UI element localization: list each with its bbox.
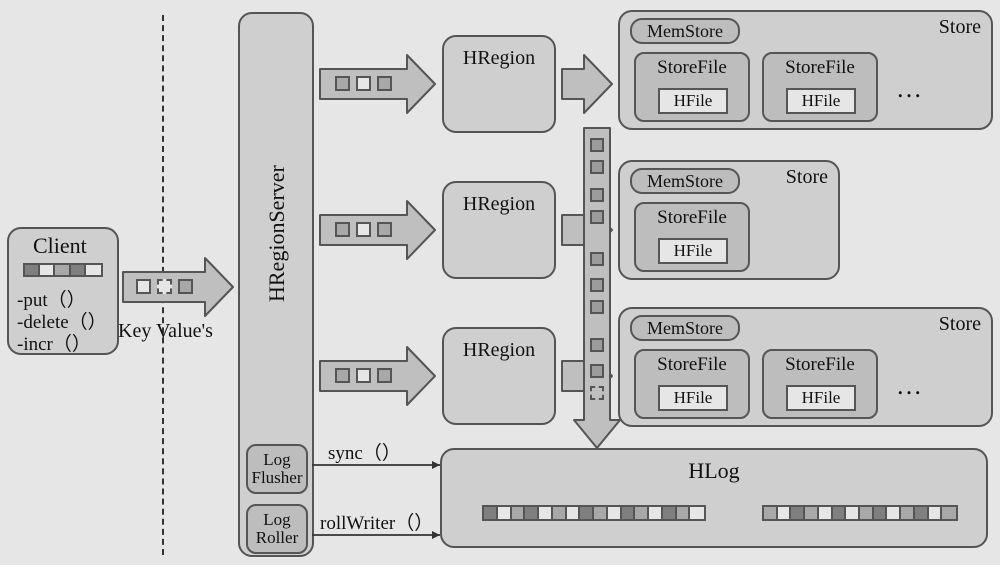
arrow-v-cell [590, 160, 604, 174]
client-box: Client -put（） -delete（） -incr（） [7, 227, 119, 355]
arrow-v-cell [590, 138, 604, 152]
storefile: StoreFile HFile [762, 52, 878, 122]
store-box-3: Store MemStore StoreFile HFile StoreFile HFil… [618, 307, 993, 427]
hregion-2-label: HRegion [444, 191, 554, 217]
hregion-1-label: HRegion [444, 45, 554, 71]
arrow-v-cell [590, 338, 604, 352]
store-box-2: Store MemStore StoreFile HFile [618, 160, 840, 280]
arrow-v-cell [590, 188, 604, 202]
memstore: MemStore [630, 315, 740, 341]
hlog-cells-right [762, 505, 958, 521]
storefile-label: StoreFile [636, 56, 748, 80]
hlog-box: HLog [440, 448, 988, 548]
log-flusher-label: LogFlusher [248, 446, 306, 492]
hfile: HFile [658, 238, 728, 264]
store-title: Store [786, 166, 828, 189]
hlog-cells-left [482, 505, 706, 521]
storefile-label: StoreFile [764, 56, 876, 80]
hfile: HFile [786, 385, 856, 411]
arrow-cell [356, 222, 371, 237]
ellipsis: … [896, 371, 922, 401]
storefile: StoreFile HFile [634, 349, 750, 419]
hlog-title: HLog [442, 458, 986, 484]
hregion-2: HRegion [442, 181, 556, 279]
arrow-h-2 [320, 201, 435, 259]
client-method-incr: -incr（） [17, 329, 91, 356]
sync-label: sync（） [328, 438, 401, 465]
storefile-label: StoreFile [636, 353, 748, 377]
memstore-label: MemStore [632, 317, 738, 339]
hfile-label: HFile [788, 90, 854, 112]
arrow-v-cell [590, 278, 604, 292]
arrow-cell [178, 279, 193, 294]
log-flusher-box: LogFlusher [246, 444, 308, 494]
arrow-h-4 [562, 55, 612, 113]
arrow-cell [356, 368, 371, 383]
storefile: StoreFile HFile [634, 52, 750, 122]
arrow-cell [136, 279, 151, 294]
hregionserver-box: HRegionServer LogFlusher LogRoller [238, 12, 314, 557]
hfile: HFile [786, 88, 856, 114]
arrow-cell [157, 279, 172, 294]
storefile-label: StoreFile [764, 353, 876, 377]
hfile-label: HFile [660, 387, 726, 409]
arrow-v-cell [590, 210, 604, 224]
roll-label: rollWriter（） [320, 508, 433, 535]
store-title: Store [939, 313, 981, 336]
client-title: Client [33, 233, 87, 259]
hfile: HFile [658, 385, 728, 411]
hfile: HFile [658, 88, 728, 114]
hregion-1: HRegion [442, 35, 556, 133]
storefile-label: StoreFile [636, 206, 748, 230]
keyvalue-label: Key Value's [118, 320, 213, 343]
arrow-h-3 [320, 347, 435, 405]
arrow-cell [377, 76, 392, 91]
arrow-h-1 [320, 55, 435, 113]
arrow-cell [335, 222, 350, 237]
memstore: MemStore [630, 18, 740, 44]
hregion-3: HRegion [442, 327, 556, 425]
memstore-label: MemStore [632, 170, 738, 192]
arrow-cell [377, 222, 392, 237]
arrow-v-cell [590, 386, 604, 400]
hregionserver-label: HRegionServer [264, 152, 290, 302]
hfile-label: HFile [788, 387, 854, 409]
arrow-h-0 [123, 258, 233, 316]
log-roller-label: LogRoller [248, 506, 306, 552]
storefile: StoreFile HFile [762, 349, 878, 419]
memstore-label: MemStore [632, 20, 738, 42]
store-box-1: Store MemStore StoreFile HFile StoreFile HFil… [618, 10, 993, 130]
hregion-3-label: HRegion [444, 337, 554, 363]
ellipsis: … [896, 74, 922, 104]
store-title: Store [939, 16, 981, 39]
hfile-label: HFile [660, 240, 726, 262]
arrow-v-cell [590, 252, 604, 266]
arrow-v-cell [590, 300, 604, 314]
arrow-cell [335, 76, 350, 91]
arrow-cell [356, 76, 371, 91]
log-roller-box: LogRoller [246, 504, 308, 554]
arrow-cell [377, 368, 392, 383]
arrow-cell [335, 368, 350, 383]
client-cells [23, 263, 103, 277]
hfile-label: HFile [660, 90, 726, 112]
arrow-v [574, 128, 620, 448]
memstore: MemStore [630, 168, 740, 194]
arrow-v-cell [590, 364, 604, 378]
storefile: StoreFile HFile [634, 202, 750, 272]
